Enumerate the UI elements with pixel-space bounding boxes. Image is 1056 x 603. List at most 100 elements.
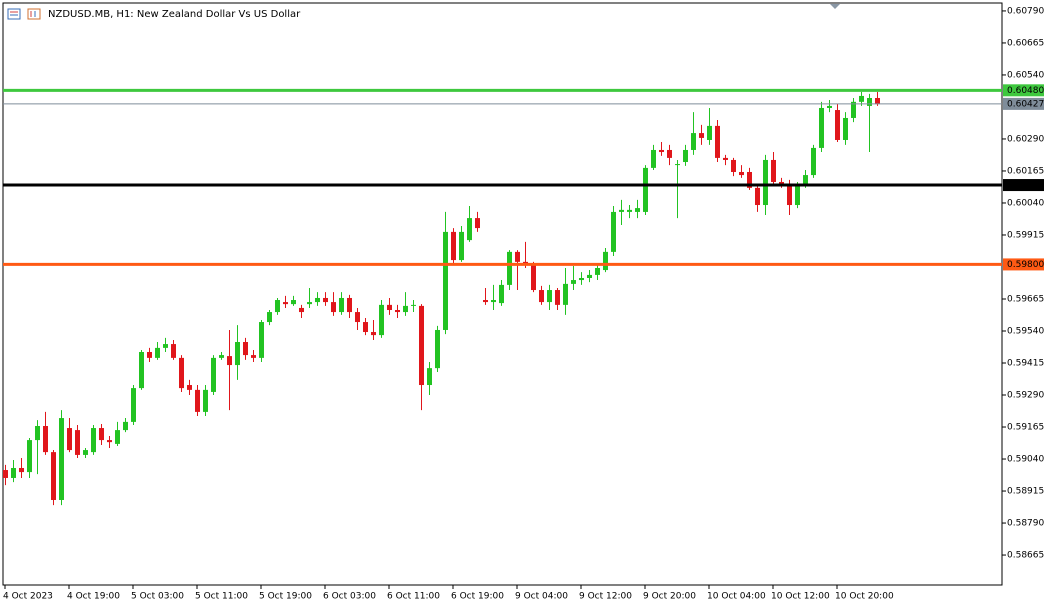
candle-body: [323, 297, 328, 303]
candle-body: [779, 181, 784, 186]
candle-body: [363, 322, 368, 333]
candle-body: [651, 149, 656, 168]
x-tick-label: 9 Oct 12:00: [579, 592, 632, 602]
candle-body: [99, 428, 104, 441]
candle-body: [219, 355, 224, 358]
candle-body: [875, 97, 880, 104]
level-label: 0.60480: [1007, 86, 1044, 96]
candle-body: [707, 125, 712, 140]
candle-body: [819, 107, 824, 148]
candle-body: [739, 171, 744, 176]
candle-body: [379, 304, 384, 336]
candle-body: [563, 283, 568, 305]
candle-body: [499, 284, 504, 304]
candle-body: [595, 268, 600, 275]
candle-body: [747, 171, 752, 188]
candle-body: [851, 101, 856, 118]
chart-title: NZDUSD.MB, H1: New Zealand Dollar Vs US …: [48, 9, 301, 20]
candle-body: [627, 209, 632, 212]
candle-body: [203, 389, 208, 412]
x-tick-label: 5 Oct 03:00: [131, 592, 184, 602]
candle-body: [235, 342, 240, 366]
candle-body: [299, 307, 304, 313]
candle-body: [843, 117, 848, 140]
y-tick-label: 0.59915: [1007, 230, 1044, 240]
y-tick-label: 0.60540: [1007, 70, 1044, 80]
candle-body: [427, 368, 432, 386]
candle-body: [635, 208, 640, 212]
candle-body: [643, 167, 648, 212]
candle-body: [163, 344, 168, 348]
candle-body: [339, 297, 344, 313]
candle-body: [43, 425, 48, 453]
candle-body: [435, 329, 440, 369]
x-tick-label: 6 Oct 19:00: [451, 592, 504, 602]
candle-body: [123, 421, 128, 431]
candle-body: [603, 251, 608, 271]
candle-body: [795, 185, 800, 206]
y-tick-label: 0.60665: [1007, 38, 1044, 48]
candle-body: [243, 342, 248, 356]
candle-body: [371, 332, 376, 336]
candle-body: [723, 157, 728, 160]
candle-body: [155, 347, 160, 358]
candle-body: [699, 133, 704, 138]
candle-body: [387, 304, 392, 311]
candle-body: [147, 351, 152, 358]
candle-body: [443, 231, 448, 330]
y-tick-label: 0.59540: [1007, 326, 1044, 336]
candle-body: [171, 344, 176, 358]
candle-body: [83, 450, 88, 455]
y-tick-label: 0.59665: [1007, 294, 1044, 304]
candle-body: [835, 110, 840, 140]
candle-body: [27, 440, 32, 473]
candle-body: [411, 304, 416, 306]
candle-body: [555, 290, 560, 305]
candle-body: [331, 302, 336, 313]
y-tick-label: 0.58665: [1007, 551, 1044, 561]
candle-body: [715, 125, 720, 158]
candle-body: [315, 297, 320, 303]
level-label-box: [1003, 179, 1044, 192]
candle-body: [11, 467, 16, 478]
candle-body: [59, 418, 64, 500]
candle-body: [547, 290, 552, 303]
candle-body: [3, 470, 8, 478]
x-tick-label: 5 Oct 19:00: [259, 592, 312, 602]
level-label: 0.60110: [1007, 181, 1044, 191]
x-tick-label: 4 Oct 19:00: [67, 592, 120, 602]
x-tick-label: 5 Oct 11:00: [195, 592, 248, 602]
candle-body: [283, 302, 288, 305]
candle-body: [75, 430, 80, 455]
icon: [7, 8, 21, 20]
level-label: 0.59800: [1007, 260, 1044, 270]
candle-body: [667, 149, 672, 158]
y-tick-label: 0.58790: [1007, 519, 1044, 529]
y-tick-label: 0.59040: [1007, 455, 1044, 465]
y-tick-label: 0.58915: [1007, 487, 1044, 497]
y-tick-label: 0.60790: [1007, 6, 1044, 16]
candle-body: [195, 389, 200, 412]
candle-body: [51, 452, 56, 500]
candle-body: [531, 264, 536, 291]
y-tick-label: 0.60165: [1007, 166, 1044, 176]
candle-body: [827, 105, 832, 108]
candle-body: [291, 300, 296, 305]
x-tick-label: 4 Oct 2023: [3, 592, 53, 602]
candle-body: [355, 312, 360, 323]
candle-body: [467, 218, 472, 241]
candle-body: [91, 428, 96, 453]
candle-body: [267, 312, 272, 323]
y-tick-label: 0.59290: [1007, 391, 1044, 401]
candle-body: [259, 322, 264, 358]
x-tick-label: 9 Oct 20:00: [643, 592, 696, 602]
candle-body: [515, 251, 520, 262]
candle-body: [691, 133, 696, 150]
candle-body: [419, 305, 424, 386]
candle-body: [859, 95, 864, 102]
candle-body: [115, 430, 120, 444]
candle-body: [811, 147, 816, 176]
candle-body: [211, 357, 216, 392]
